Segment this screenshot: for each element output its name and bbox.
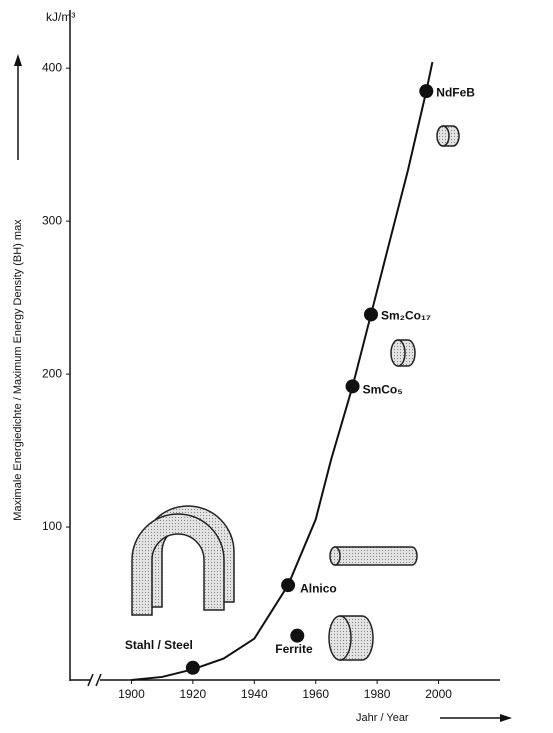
data-point (364, 307, 378, 321)
data-point (281, 578, 295, 592)
y-axis-label: Maximale Energiedichte / Maximum Energy … (12, 219, 24, 521)
point-label: Sm₂Co₁₇ (381, 309, 431, 323)
horseshoe-magnet (132, 506, 234, 615)
point-label: NdFeB (436, 85, 475, 99)
x-tick-label: 1960 (302, 687, 329, 701)
point-label: Alnico (300, 581, 337, 595)
point-label: SmCo₅ (363, 382, 403, 396)
y-tick-label: 200 (42, 366, 62, 380)
data-point (346, 379, 360, 393)
y-tick-label: 300 (42, 213, 62, 227)
data-point (186, 661, 200, 675)
x-tick-label: 1940 (241, 687, 268, 701)
x-tick-label: 2000 (425, 687, 452, 701)
y-tick-label: 400 (42, 60, 62, 74)
data-point (419, 84, 433, 98)
y-tick-label: 100 (42, 519, 62, 533)
x-tick-label: 1980 (364, 687, 391, 701)
x-tick-label: 1920 (180, 687, 207, 701)
x-tick-label: 1900 (118, 687, 145, 701)
y-unit: kJ/m³ (46, 10, 75, 24)
point-label: Ferrite (275, 642, 313, 656)
point-label: Stahl / Steel (125, 638, 193, 652)
x-axis-label: Jahr / Year (356, 712, 409, 724)
data-point (290, 629, 304, 643)
arrow-head (500, 714, 512, 722)
chart: kJ/m³ Maximale Energiedichte / Maximum E… (0, 0, 553, 733)
arrow-head (14, 54, 22, 66)
